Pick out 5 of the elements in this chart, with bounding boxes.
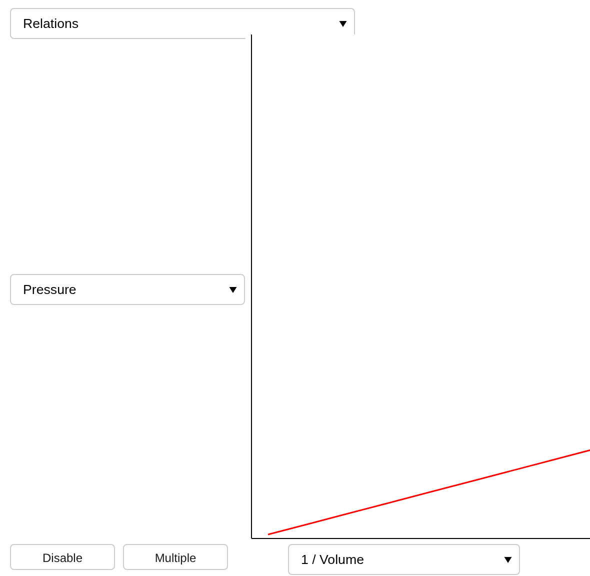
- text: Disable: [10, 544, 115, 570]
- text: Multiple: [123, 544, 228, 570]
- text: Pressure: [10, 274, 245, 306]
- x-axis-title: 1 / Volume: [288, 544, 520, 576]
- text: Relations: [10, 8, 355, 40]
